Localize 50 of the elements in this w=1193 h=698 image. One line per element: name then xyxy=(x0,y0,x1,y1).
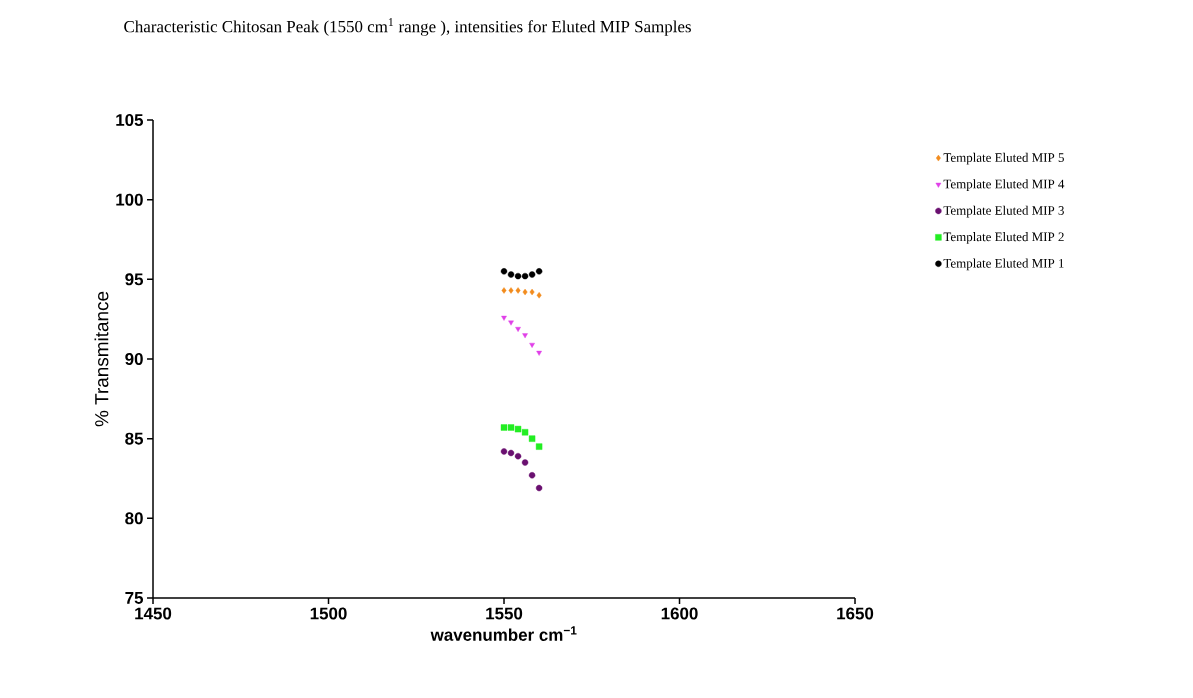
x-tick-label: 1500 xyxy=(310,607,347,620)
point xyxy=(536,292,542,299)
x-tick-label: 1600 xyxy=(661,607,698,620)
y-tick-label: 105 xyxy=(116,113,144,126)
y-tick-label: 95 xyxy=(125,273,144,286)
point xyxy=(536,350,542,356)
point xyxy=(507,424,515,431)
point xyxy=(514,452,522,460)
point xyxy=(529,342,535,348)
point xyxy=(514,272,522,280)
legend-label: Template Eluted MIP 3 xyxy=(943,205,1064,218)
point xyxy=(535,443,543,450)
point xyxy=(535,268,543,275)
point xyxy=(528,435,536,442)
x-tick-label: 1650 xyxy=(837,607,874,620)
y-tick-label: 90 xyxy=(125,352,143,365)
point xyxy=(515,287,521,294)
point xyxy=(515,327,521,332)
y-tick-label: 75 xyxy=(125,592,144,604)
chart-title: Characteristic Chitosan Peak (1550 cm$^{1}$ range ), intensities for Eluted MIP Samples xyxy=(124,18,691,36)
point xyxy=(508,287,514,294)
y-tick-label: 100 xyxy=(116,193,143,206)
legend-label: Template Eluted MIP 1 xyxy=(943,258,1064,271)
y-axis-title: % Transmitance xyxy=(94,291,109,427)
x-tick-label: 1550 xyxy=(486,607,523,620)
point xyxy=(500,424,508,431)
point xyxy=(507,449,515,457)
legend-label: Template Eluted MIP 5 xyxy=(943,152,1064,165)
y-tick-label: 80 xyxy=(125,512,143,525)
point xyxy=(507,271,515,278)
point xyxy=(500,268,508,275)
point xyxy=(521,459,529,466)
point xyxy=(528,271,536,278)
point xyxy=(500,448,508,455)
legend-label: Template Eluted MIP 4 xyxy=(943,179,1065,192)
point xyxy=(522,288,528,296)
point xyxy=(528,472,536,479)
point xyxy=(521,272,529,280)
point xyxy=(522,333,528,339)
point xyxy=(501,315,507,321)
x-tick-label: 1450 xyxy=(135,607,172,620)
point xyxy=(529,288,535,296)
point xyxy=(521,429,529,436)
point xyxy=(514,425,522,433)
point xyxy=(508,320,514,326)
point xyxy=(501,287,507,294)
legend-label: Template Eluted MIP 2 xyxy=(943,232,1064,244)
x-axis-title: wavenumber cm$^{−1}$ xyxy=(430,626,577,641)
y-tick-label: 85 xyxy=(125,432,144,445)
point xyxy=(535,484,543,492)
